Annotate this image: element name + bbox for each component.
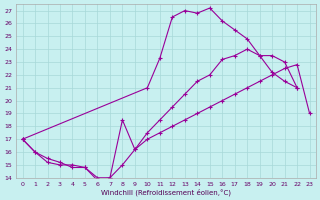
- X-axis label: Windchill (Refroidissement éolien,°C): Windchill (Refroidissement éolien,°C): [101, 188, 231, 196]
